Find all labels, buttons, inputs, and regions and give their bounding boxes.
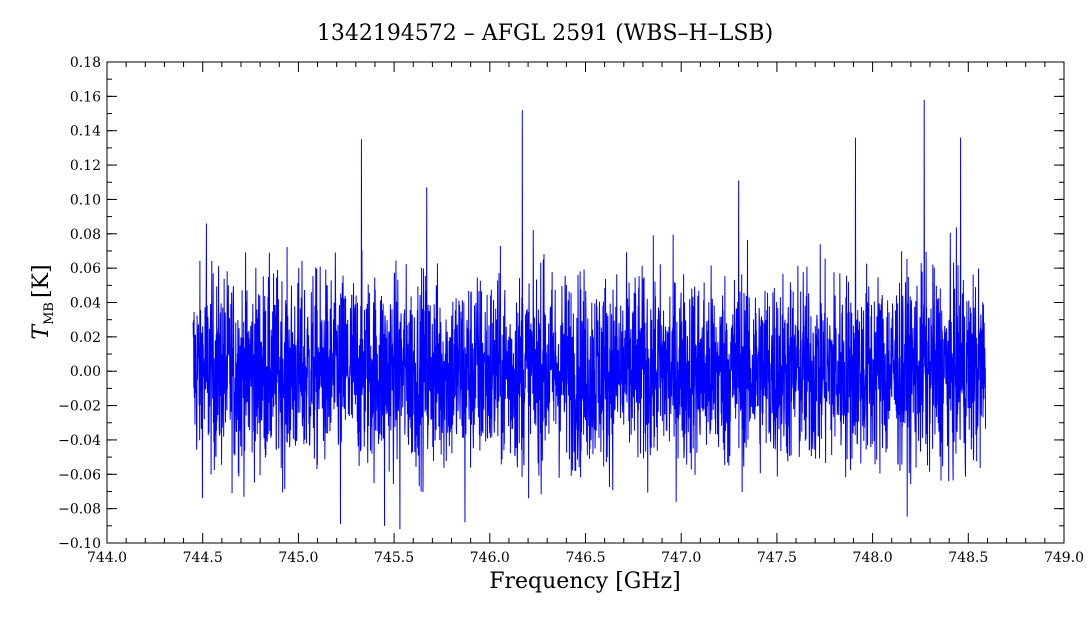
y-axis: 0.18 0.16 0.14 0.12 0.10 0.08 0.06 0.04 0.02 0.00… (58, 55, 1064, 552)
y-tick-label: 0.14 (70, 124, 101, 140)
x-tick-label: 748.0 (853, 550, 893, 566)
y-tick-label: 0.10 (70, 192, 101, 208)
x-tick-label: 744.0 (87, 550, 127, 566)
chart-title: 1342194572 – AFGL 2591 (WBS–H–LSB) (317, 21, 773, 46)
y-tick-label: 0.04 (70, 296, 101, 312)
y-axis-label-sub: MB (42, 302, 57, 325)
y-axis-label: TMB [K] (29, 264, 57, 339)
y-axis-label-unit: [K] (29, 264, 54, 298)
x-tick-label: 748.5 (948, 550, 988, 566)
x-tick-label: 747.5 (757, 550, 797, 566)
y-tick-label: −0.10 (58, 536, 101, 552)
y-tick-label: 0.00 (70, 364, 101, 380)
x-tick-label: 746.5 (565, 550, 605, 566)
y-tick-label: 0.12 (70, 158, 101, 174)
y-tick-label: 0.16 (70, 89, 101, 105)
y-tick-label: −0.08 (58, 502, 101, 518)
x-tick-label: 745.0 (278, 550, 318, 566)
x-tick-label: 749.0 (1044, 550, 1084, 566)
series-layer (192, 99, 987, 530)
y-tick-label: 0.02 (70, 330, 101, 346)
y-tick-label: 0.08 (70, 227, 101, 243)
y-tick-label: −0.04 (58, 433, 101, 449)
y-tick-label: 0.18 (70, 55, 101, 71)
x-tick-label: 744.5 (183, 550, 223, 566)
x-axis-label: Frequency [GHz] (489, 569, 681, 594)
y-tick-label: −0.06 (58, 467, 101, 483)
y-tick-label: −0.02 (58, 399, 101, 415)
spectrum-line (192, 99, 987, 530)
x-tick-label: 747.0 (661, 550, 701, 566)
x-tick-label: 745.5 (374, 550, 414, 566)
x-tick-label: 746.0 (470, 550, 510, 566)
y-axis-label-main: T (29, 323, 54, 340)
x-axis: 744.0 744.5 745.0 745.5 746.0 746.5 747.0 747.5… (87, 62, 1084, 566)
y-tick-label: 0.06 (70, 261, 101, 277)
